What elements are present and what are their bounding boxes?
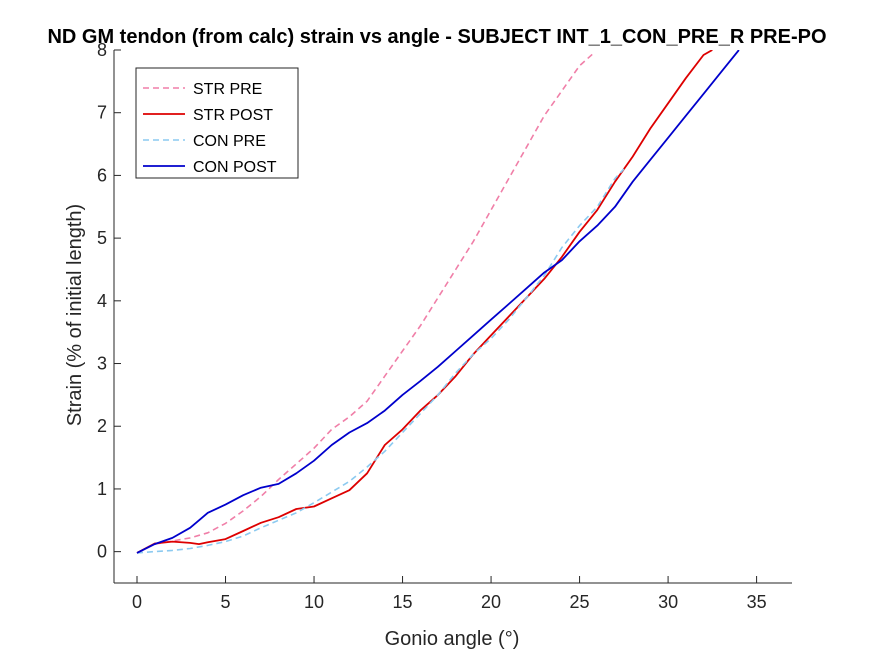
legend-label: STR PRE [193,81,262,98]
y-tick-label: 3 [97,354,107,374]
series-line-con-pre [136,168,625,554]
chart-title: ND GM tendon (from calc) strain vs angle… [47,26,826,48]
y-tick-label: 1 [97,479,107,499]
series-line-con-post [136,50,740,554]
x-tick-label: 35 [747,592,767,612]
legend-label: CON PRE [193,133,266,150]
y-tick-label: 0 [97,542,107,562]
x-tick-label: 20 [481,592,501,612]
axes-layer: 0 5 10 15 20 25 30 35 0 1 2 3 4 5 6 7 8 [97,40,792,612]
y-axis-label: Strain (% of initial length) [64,204,86,426]
series-line-str-pre [136,52,595,554]
y-tick-label: 5 [97,228,107,248]
y-tick-label: 4 [97,291,107,311]
x-tick-label: 10 [304,592,324,612]
x-tick-label: 30 [658,592,678,612]
y-tick-label: 8 [97,40,107,60]
y-tick-label: 7 [97,103,107,123]
legend-box [135,67,299,179]
legend-label: STR POST [193,107,273,124]
x-tick-label: 25 [570,592,590,612]
legend: STR PRE STR POST CON PRE CON POST [135,67,299,179]
x-tick-label: 15 [393,592,413,612]
x-tick-label: 0 [132,592,142,612]
x-tick-label: 5 [221,592,231,612]
series-layer [136,50,740,554]
y-tick-label: 6 [97,165,107,185]
series-line-str-post [136,50,713,554]
legend-label: CON POST [193,159,277,176]
x-axis-label: Gonio angle (°) [385,628,520,650]
y-tick-label: 2 [97,416,107,436]
